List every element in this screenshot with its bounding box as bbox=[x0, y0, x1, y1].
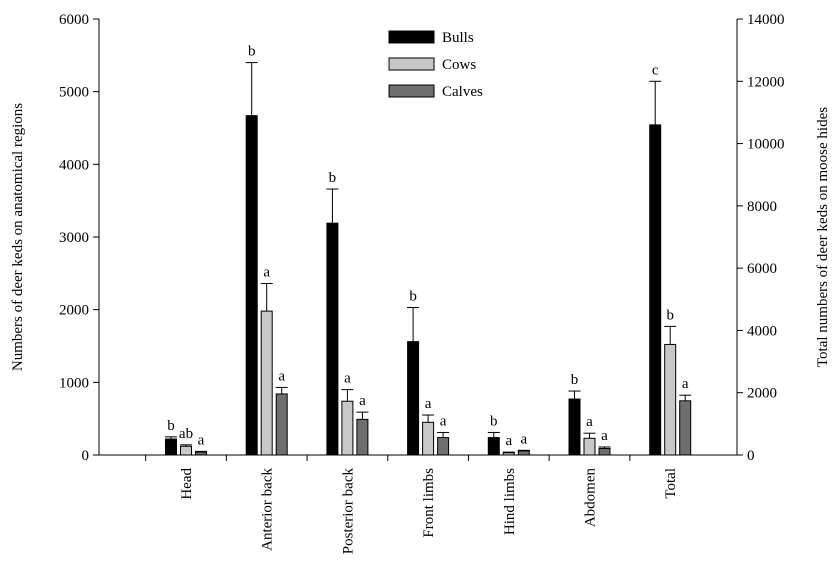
significance-label-cows: a bbox=[505, 433, 512, 449]
right-tick-label: 2000 bbox=[747, 386, 777, 402]
significance-label-bulls: b bbox=[248, 44, 256, 60]
x-axis-ticks bbox=[145, 455, 631, 461]
significance-label-cows: a bbox=[425, 396, 432, 412]
significance-label-bulls: c bbox=[652, 62, 659, 78]
left-tick-label: 4000 bbox=[59, 157, 89, 173]
right-tick-label: 12000 bbox=[747, 74, 785, 90]
legend-label-bulls: Bulls bbox=[442, 30, 474, 46]
left-axis-ticks: 0 1000 2000 3000 4000 5000 6000 bbox=[59, 12, 99, 464]
category-labels: Head Anterior back Posterior back Front lim… bbox=[179, 468, 679, 555]
category-label: Anterior back bbox=[260, 468, 276, 551]
significance-label-calves: a bbox=[278, 368, 285, 384]
bar-calves bbox=[598, 447, 611, 456]
significance-label-cows: a bbox=[586, 414, 593, 430]
legend-swatch-calves bbox=[388, 84, 435, 98]
legend-label-cows: Cows bbox=[442, 57, 476, 73]
significance-label-cows: a bbox=[344, 371, 351, 387]
significance-label-bulls: b bbox=[571, 372, 579, 388]
significance-label-cows: ab bbox=[179, 426, 193, 442]
bar-bulls bbox=[649, 124, 662, 456]
right-tick-label: 0 bbox=[747, 448, 755, 464]
bar-cows bbox=[422, 421, 435, 456]
bar-bulls bbox=[245, 115, 258, 456]
right-axis-title: Total numbers of deer keds on moose hide… bbox=[815, 107, 831, 367]
bar-calves bbox=[195, 451, 207, 456]
category-label: Total bbox=[663, 468, 679, 499]
error-bars bbox=[165, 62, 692, 453]
category-label: Head bbox=[179, 468, 195, 500]
legend: Bulls Cows Calves bbox=[388, 30, 483, 100]
bar-cows bbox=[502, 452, 515, 456]
left-tick-label: 3000 bbox=[59, 230, 89, 246]
bar-cows bbox=[341, 400, 354, 456]
significance-label-bulls: b bbox=[409, 288, 417, 304]
bar-cows bbox=[260, 310, 273, 456]
bar-cows bbox=[664, 343, 677, 456]
significance-label-calves: a bbox=[440, 413, 447, 429]
significance-label-bulls: b bbox=[329, 170, 337, 186]
bar-calves bbox=[679, 400, 692, 456]
significance-label-bulls: b bbox=[167, 418, 175, 434]
bar-calves bbox=[517, 450, 530, 456]
category-label: Posterior back bbox=[340, 468, 356, 555]
significance-label-calves: a bbox=[198, 432, 205, 448]
category-label: Hind limbs bbox=[502, 468, 518, 535]
right-tick-label: 10000 bbox=[747, 137, 785, 153]
legend-swatch-bulls bbox=[388, 30, 435, 44]
significance-label-calves: a bbox=[682, 376, 689, 392]
left-tick-label: 2000 bbox=[59, 303, 89, 319]
left-tick-label: 6000 bbox=[59, 12, 89, 28]
bar-bulls bbox=[568, 398, 581, 456]
significance-label-cows: b bbox=[666, 307, 674, 323]
legend-swatch-cows bbox=[388, 57, 435, 71]
bar-calves bbox=[437, 437, 450, 456]
right-tick-label: 6000 bbox=[747, 261, 777, 277]
bar-cows bbox=[583, 437, 596, 456]
left-tick-label: 1000 bbox=[59, 375, 89, 391]
left-tick-label: 0 bbox=[82, 448, 90, 464]
significance-label-cows: a bbox=[263, 265, 270, 281]
significance-label-calves: a bbox=[601, 428, 608, 444]
bar-bulls bbox=[326, 222, 339, 456]
category-label: Abdomen bbox=[583, 468, 599, 528]
significance-label-calves: a bbox=[359, 393, 366, 409]
right-tick-label: 14000 bbox=[747, 12, 785, 28]
left-axis-title: Numbers of deer keds on anatomical regio… bbox=[10, 103, 26, 371]
bar-bulls bbox=[165, 438, 177, 456]
category-label: Front limbs bbox=[421, 468, 437, 538]
significance-label-calves: a bbox=[520, 431, 527, 447]
legend-label-calves: Calves bbox=[442, 84, 483, 100]
right-tick-label: 4000 bbox=[747, 323, 777, 339]
right-axis-ticks: 0 2000 4000 6000 8000 10000 12000 14000 bbox=[737, 12, 785, 464]
bar-bulls bbox=[487, 437, 500, 456]
right-tick-label: 8000 bbox=[747, 199, 777, 215]
bar-bulls bbox=[407, 341, 420, 456]
left-tick-label: 5000 bbox=[59, 85, 89, 101]
bar-calves bbox=[356, 418, 369, 456]
significance-label-bulls: b bbox=[490, 413, 498, 429]
bar-cows bbox=[180, 445, 192, 456]
bar-calves bbox=[275, 393, 288, 456]
